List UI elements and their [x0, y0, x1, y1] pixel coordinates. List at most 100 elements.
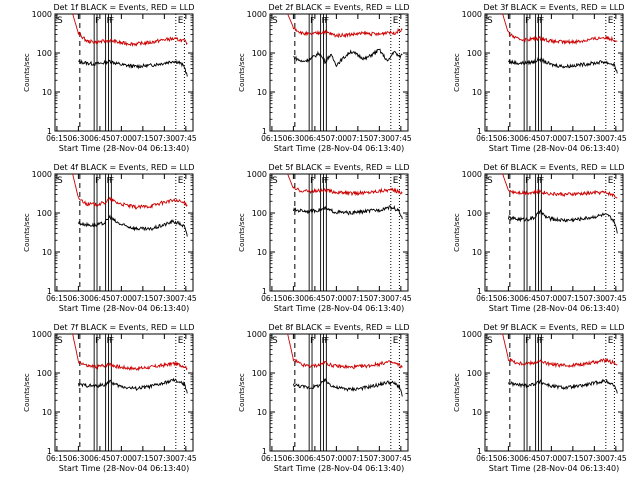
x-tick-label: 06:45 [519, 294, 541, 303]
x-tick-label: 07:45 [175, 294, 197, 303]
x-tick-label: 07:15 [347, 294, 369, 303]
y-tick-label: 100 [467, 49, 482, 58]
panel-5: Det 5f BLACK = Events, RED = LLD 1 10 100 10… [238, 163, 412, 313]
y-tick-label: 1 [47, 127, 52, 136]
plot-frame [269, 173, 409, 292]
marker-f: F [537, 176, 542, 185]
x-tick-label: 06:45 [519, 134, 541, 143]
y-tick-label: 10 [42, 408, 52, 417]
y-tick-label: 100 [252, 369, 267, 378]
lld-series-line [502, 13, 618, 45]
y-tick-label: 10 [42, 248, 52, 257]
x-tick-label: 07:45 [175, 134, 197, 143]
x-tick-label: 07:15 [347, 454, 369, 463]
x-tick-label: 07:00 [326, 294, 348, 303]
x-tick-label: 07:30 [369, 134, 391, 143]
panel-6: Det 6f BLACK = Events, RED = LLD 1 10 100 10… [453, 163, 627, 313]
y-tick-label: 100 [252, 209, 267, 218]
x-axis-label: Start Time (28-Nov-04 06:13:40) [489, 304, 619, 313]
x-tick-label: 06:30 [498, 294, 520, 303]
x-tick-label: 07:15 [132, 134, 154, 143]
marker-f: F [525, 336, 530, 345]
x-tick-label: 07:00 [541, 454, 563, 463]
y-tick-label: 1 [262, 287, 267, 296]
marker-s: S [272, 16, 278, 26]
marker-e: E [178, 336, 184, 346]
marker-e: E [178, 16, 184, 26]
marker-f: F [322, 336, 327, 345]
y-tick-label: 100 [37, 369, 52, 378]
plot-frame [54, 173, 194, 292]
plot-frame [54, 13, 194, 132]
panel-title: Det 4f BLACK = Events, RED = LLD [53, 163, 194, 172]
events-series-line [292, 204, 403, 220]
y-tick-label: 10 [42, 88, 52, 97]
x-tick-label: 06:30 [68, 454, 90, 463]
x-tick-label: 07:00 [541, 294, 563, 303]
marker-f: F [109, 16, 114, 25]
x-tick-label: 06:45 [89, 454, 111, 463]
x-tick-label: 07:15 [132, 294, 154, 303]
x-tick-label: 07:45 [390, 294, 412, 303]
x-tick-label: 07:45 [175, 454, 197, 463]
y-tick-label: 10 [472, 408, 482, 417]
x-axis-label: Start Time (28-Nov-04 06:13:40) [59, 304, 189, 313]
events-series-line [293, 48, 403, 68]
marker-f: F [310, 176, 315, 185]
x-tick-label: 07:45 [605, 134, 627, 143]
x-tick-label: 07:00 [326, 454, 348, 463]
x-tick-label: 07:00 [111, 134, 133, 143]
y-axis-label: Counts/sec [238, 213, 246, 252]
marker-f: F [324, 336, 329, 345]
y-tick-label: 100 [37, 209, 52, 218]
y-tick-label: 1 [47, 447, 52, 456]
x-tick-label: 07:30 [584, 134, 606, 143]
lld-series-line [72, 13, 188, 47]
y-tick-label: 10 [472, 248, 482, 257]
x-tick-label: 06:15 [476, 454, 498, 463]
plot-frame [269, 333, 409, 452]
y-tick-label: 1000 [32, 170, 52, 179]
marker-e: E [608, 176, 614, 186]
events-series-line [507, 378, 618, 394]
x-tick-label: 07:30 [584, 454, 606, 463]
lld-series-line [502, 333, 618, 369]
panel-title: Det 6f BLACK = Events, RED = LLD [483, 163, 624, 172]
lld-series-line [287, 333, 403, 370]
x-tick-label: 06:15 [46, 294, 68, 303]
marker-s: S [57, 16, 63, 26]
y-axis-label: Counts/sec [238, 373, 246, 412]
y-tick-label: 100 [37, 49, 52, 58]
x-tick-label: 07:45 [390, 454, 412, 463]
x-tick-label: 06:30 [498, 134, 520, 143]
x-tick-label: 06:15 [261, 454, 283, 463]
y-tick-label: 1000 [32, 10, 52, 19]
lld-series-line [72, 333, 188, 372]
y-axis-label: Counts/sec [453, 53, 461, 92]
y-tick-label: 1 [477, 127, 482, 136]
x-axis-label: Start Time (28-Nov-04 06:13:40) [274, 304, 404, 313]
panel-8: Det 8f BLACK = Events, RED = LLD 1 10 100 10… [238, 323, 412, 473]
marker-s: S [487, 16, 493, 26]
x-tick-label: 06:30 [68, 134, 90, 143]
x-tick-label: 07:45 [605, 454, 627, 463]
events-series-line [292, 378, 403, 397]
x-tick-label: 06:45 [89, 134, 111, 143]
marker-f: F [525, 16, 530, 25]
panel-title: Det 9f BLACK = Events, RED = LLD [483, 323, 624, 332]
x-tick-label: 06:15 [476, 294, 498, 303]
y-axis-label: Counts/sec [453, 213, 461, 252]
marker-f: F [95, 176, 100, 185]
plot-frame [269, 13, 409, 132]
x-tick-label: 07:45 [390, 134, 412, 143]
x-tick-label: 06:30 [283, 454, 305, 463]
x-axis-label: Start Time (28-Nov-04 06:13:40) [59, 144, 189, 153]
y-tick-label: 10 [472, 88, 482, 97]
marker-e: E [393, 176, 399, 186]
panel-title: Det 3f BLACK = Events, RED = LLD [483, 3, 624, 12]
plot-frame [484, 173, 624, 292]
events-series-line [77, 377, 188, 394]
y-tick-label: 1000 [32, 330, 52, 339]
y-tick-label: 10 [257, 248, 267, 257]
marker-f: F [109, 176, 114, 185]
